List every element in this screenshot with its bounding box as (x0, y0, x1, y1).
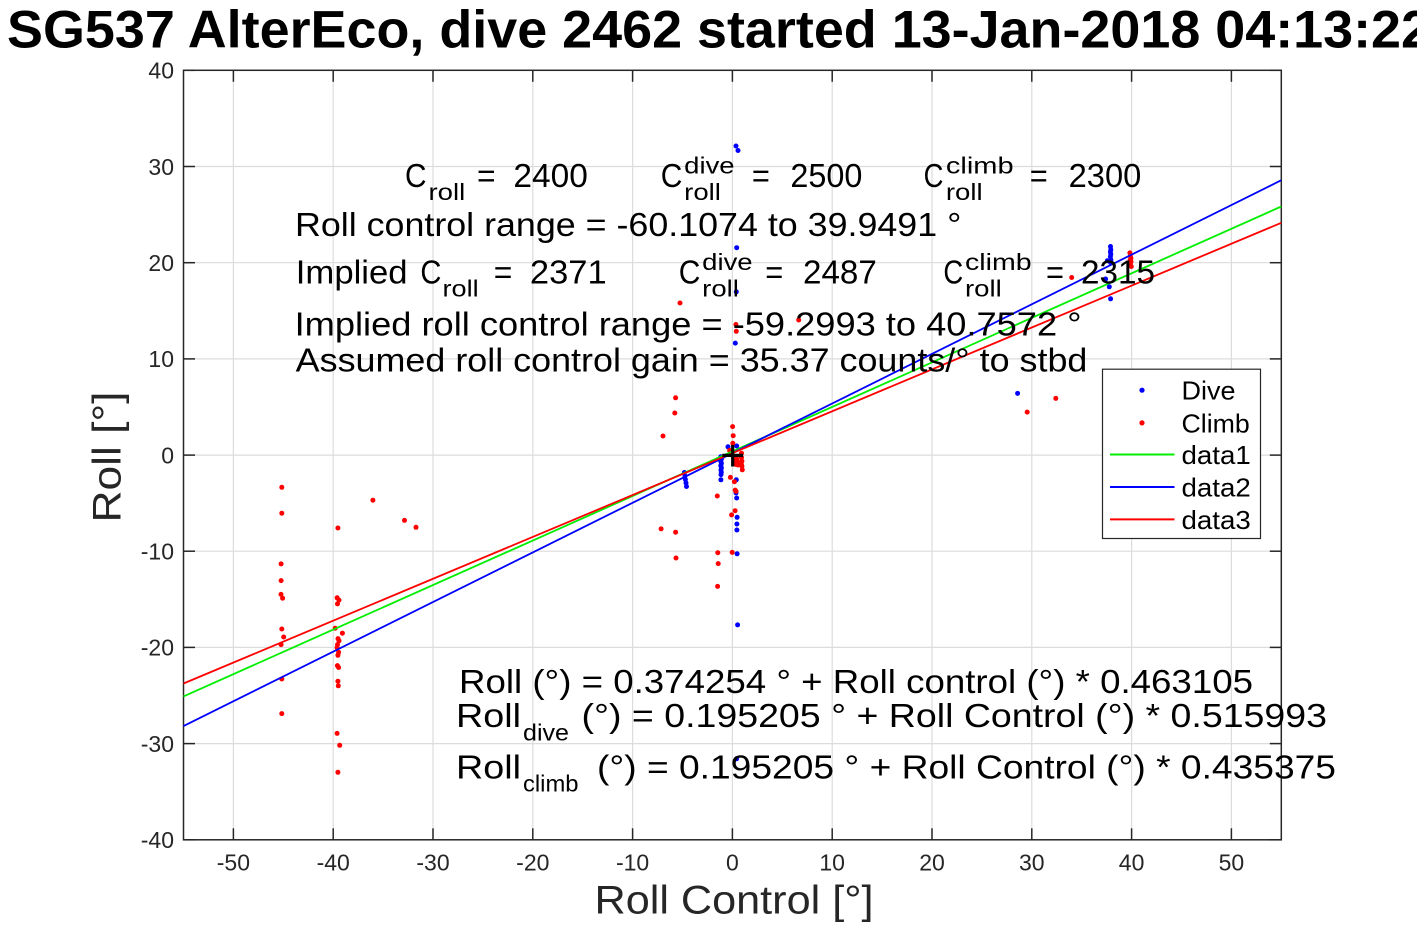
svg-text:data1: data1 (1182, 440, 1251, 470)
svg-text:=: = (494, 253, 513, 290)
svg-text:Roll Control [°]: Roll Control [°] (595, 878, 874, 922)
svg-text:=: = (765, 253, 783, 290)
svg-text:Implied roll control range = -: Implied roll control range = -59.2993 to… (295, 305, 1082, 342)
svg-text:40: 40 (148, 58, 174, 84)
svg-text:SG537 AlterEco, dive 2462 star: SG537 AlterEco, dive 2462 started 13-Jan… (7, 1, 1417, 60)
svg-text:roll: roll (702, 275, 739, 301)
svg-text:C: C (924, 157, 944, 194)
svg-text:roll: roll (684, 179, 721, 205)
svg-text:-20: -20 (516, 850, 549, 876)
svg-text:data3: data3 (1182, 505, 1251, 535)
svg-text:-40: -40 (317, 850, 350, 876)
svg-text:C: C (420, 253, 441, 290)
svg-text:Dive: Dive (1182, 376, 1236, 406)
svg-text:roll: roll (965, 275, 1002, 301)
svg-text:0: 0 (726, 850, 739, 876)
svg-text:=: = (1046, 253, 1064, 290)
svg-text:Assumed roll control gain = 35: Assumed roll control gain = 35.37 counts… (296, 341, 1088, 378)
svg-text:-40: -40 (141, 827, 174, 853)
svg-text:C: C (661, 157, 683, 194)
svg-text:C: C (405, 157, 427, 194)
svg-text:Roll: Roll (456, 749, 521, 786)
svg-text:30: 30 (1019, 850, 1045, 876)
svg-text:2487: 2487 (803, 253, 877, 290)
svg-text:roll: roll (429, 179, 466, 205)
svg-text:dive: dive (523, 720, 569, 746)
svg-text:data2: data2 (1182, 472, 1251, 502)
svg-text:2315: 2315 (1081, 253, 1155, 290)
svg-text:0: 0 (161, 442, 174, 468)
svg-text:2400: 2400 (513, 157, 588, 194)
svg-text:=: = (1030, 157, 1048, 194)
svg-text:40: 40 (1119, 850, 1145, 876)
svg-text:-10: -10 (141, 539, 174, 565)
svg-text:climb: climb (965, 249, 1032, 275)
svg-text:C: C (679, 253, 701, 290)
svg-text:Roll [°]: Roll [°] (86, 392, 130, 523)
svg-text:Roll: Roll (456, 697, 521, 734)
svg-text:climb: climb (523, 771, 579, 797)
svg-text:C: C (943, 253, 963, 290)
svg-text:2500: 2500 (790, 157, 862, 194)
svg-text:roll: roll (946, 179, 983, 205)
svg-text:-30: -30 (416, 850, 449, 876)
svg-text:Climb: Climb (1182, 408, 1250, 438)
svg-text:50: 50 (1219, 850, 1245, 876)
svg-text:climb: climb (946, 153, 1014, 179)
svg-text:10: 10 (148, 346, 174, 372)
svg-text:(°) = 0.195205 ° + Roll Contro: (°) = 0.195205 ° + Roll Control (°) * 0.… (582, 697, 1328, 734)
svg-text:-50: -50 (217, 850, 250, 876)
svg-text:=: = (477, 157, 496, 194)
svg-text:10: 10 (819, 850, 845, 876)
svg-text:30: 30 (148, 154, 174, 180)
svg-text:-10: -10 (616, 850, 649, 876)
svg-text:-30: -30 (141, 731, 174, 757)
svg-text:dive: dive (702, 249, 752, 275)
svg-text:-20: -20 (141, 635, 174, 661)
svg-text:Roll control range = -60.1074: Roll control range = -60.1074 to 39.9491… (295, 206, 961, 243)
svg-text:Roll (°) = 0.374254 ° + Roll c: Roll (°) = 0.374254 ° + Roll control (°)… (459, 663, 1253, 700)
svg-text:(°) = 0.195205 ° + Roll Contro: (°) = 0.195205 ° + Roll Control (°) * 0.… (597, 749, 1336, 786)
svg-text:2371: 2371 (530, 253, 607, 290)
svg-text:2300: 2300 (1069, 157, 1142, 194)
svg-text:Implied: Implied (296, 253, 408, 290)
svg-text:=: = (752, 157, 770, 194)
svg-text:roll: roll (443, 275, 479, 301)
svg-text:20: 20 (919, 850, 945, 876)
svg-text:dive: dive (684, 153, 734, 179)
svg-text:20: 20 (148, 250, 174, 276)
